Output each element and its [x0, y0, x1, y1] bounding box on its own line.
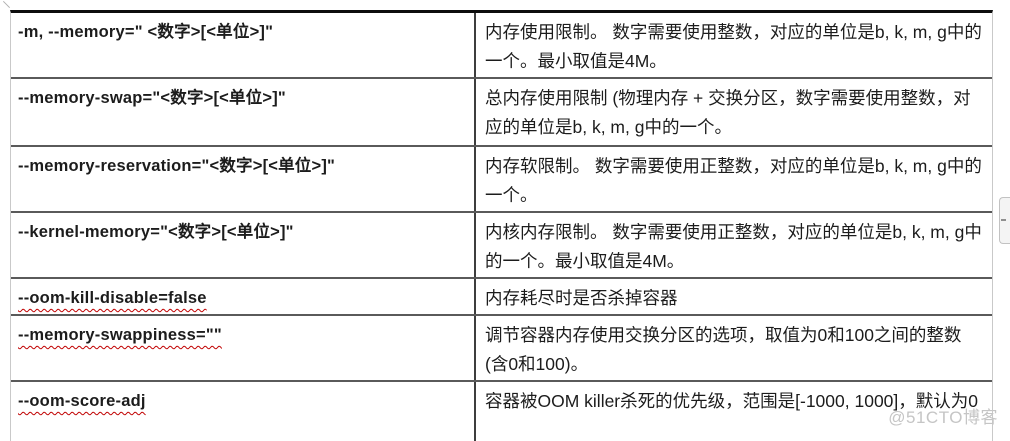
option-cell: --memory-reservation="<数字>[<单位>]"	[11, 147, 476, 211]
options-table: -m, --memory=" <数字>[<单位>]" 内存使用限制。 数字需要使…	[10, 10, 993, 441]
scrollbar-thumb-dash	[1001, 219, 1006, 221]
table-row: --oom-score-adj 容器被OOM killer杀死的优先级，范围是[…	[11, 380, 992, 441]
table-row: -m, --memory=" <数字>[<单位>]" 内存使用限制。 数字需要使…	[11, 13, 992, 77]
description-cell: 调节容器内存使用交换分区的选项，取值为0和100之间的整数 (含0和100)。	[485, 325, 962, 374]
corner-artifact	[2, 0, 11, 9]
option-text: --oom-score-adj	[18, 392, 146, 410]
option-text: --memory-swap="<数字>[<单位>]"	[18, 89, 286, 107]
description-cell: 容器被OOM killer杀死的优先级，范围是[-1000, 1000]，默认为…	[485, 391, 979, 411]
description-cell: 总内存使用限制 (物理内存 + 交换分区，数字需要使用整数，对应的单位是b, k…	[485, 88, 971, 137]
description-cell: 内核内存限制。 数字需要使用正整数，对应的单位是b, k, m, g中的一个。最…	[485, 222, 982, 271]
option-text: --kernel-memory="<数字>[<单位>]"	[18, 223, 294, 241]
table-row: --oom-kill-disable=false 内存耗尽时是否杀掉容器	[11, 277, 992, 314]
description-cell: 内存软限制。 数字需要使用正整数，对应的单位是b, k, m, g中的一个。	[485, 156, 982, 205]
option-text: --oom-kill-disable=false	[18, 289, 207, 307]
option-cell: --oom-kill-disable=false	[11, 279, 476, 314]
option-cell: --memory-swappiness=""	[11, 316, 476, 380]
option-text: --memory-reservation="<数字>[<单位>]"	[18, 157, 336, 175]
option-cell: -m, --memory=" <数字>[<单位>]"	[11, 13, 476, 77]
option-cell: --oom-score-adj	[11, 382, 476, 441]
description-cell: 内存使用限制。 数字需要使用整数，对应的单位是b, k, m, g中的一个。最小…	[485, 22, 982, 71]
description-cell: 内存耗尽时是否杀掉容器	[485, 288, 678, 308]
scrollbar-thumb[interactable]	[999, 197, 1010, 244]
table-row: --kernel-memory="<数字>[<单位>]" 内核内存限制。 数字需…	[11, 211, 992, 277]
table-row: --memory-reservation="<数字>[<单位>]" 内存软限制。…	[11, 145, 992, 211]
option-cell: --memory-swap="<数字>[<单位>]"	[11, 79, 476, 145]
option-text: -m, --memory=" <数字>[<单位>]"	[18, 23, 274, 41]
table-row: --memory-swap="<数字>[<单位>]" 总内存使用限制 (物理内存…	[11, 77, 992, 145]
option-text: --memory-swappiness=""	[18, 326, 222, 344]
option-cell: --kernel-memory="<数字>[<单位>]"	[11, 213, 476, 277]
table-row: --memory-swappiness="" 调节容器内存使用交换分区的选项，取…	[11, 314, 992, 380]
